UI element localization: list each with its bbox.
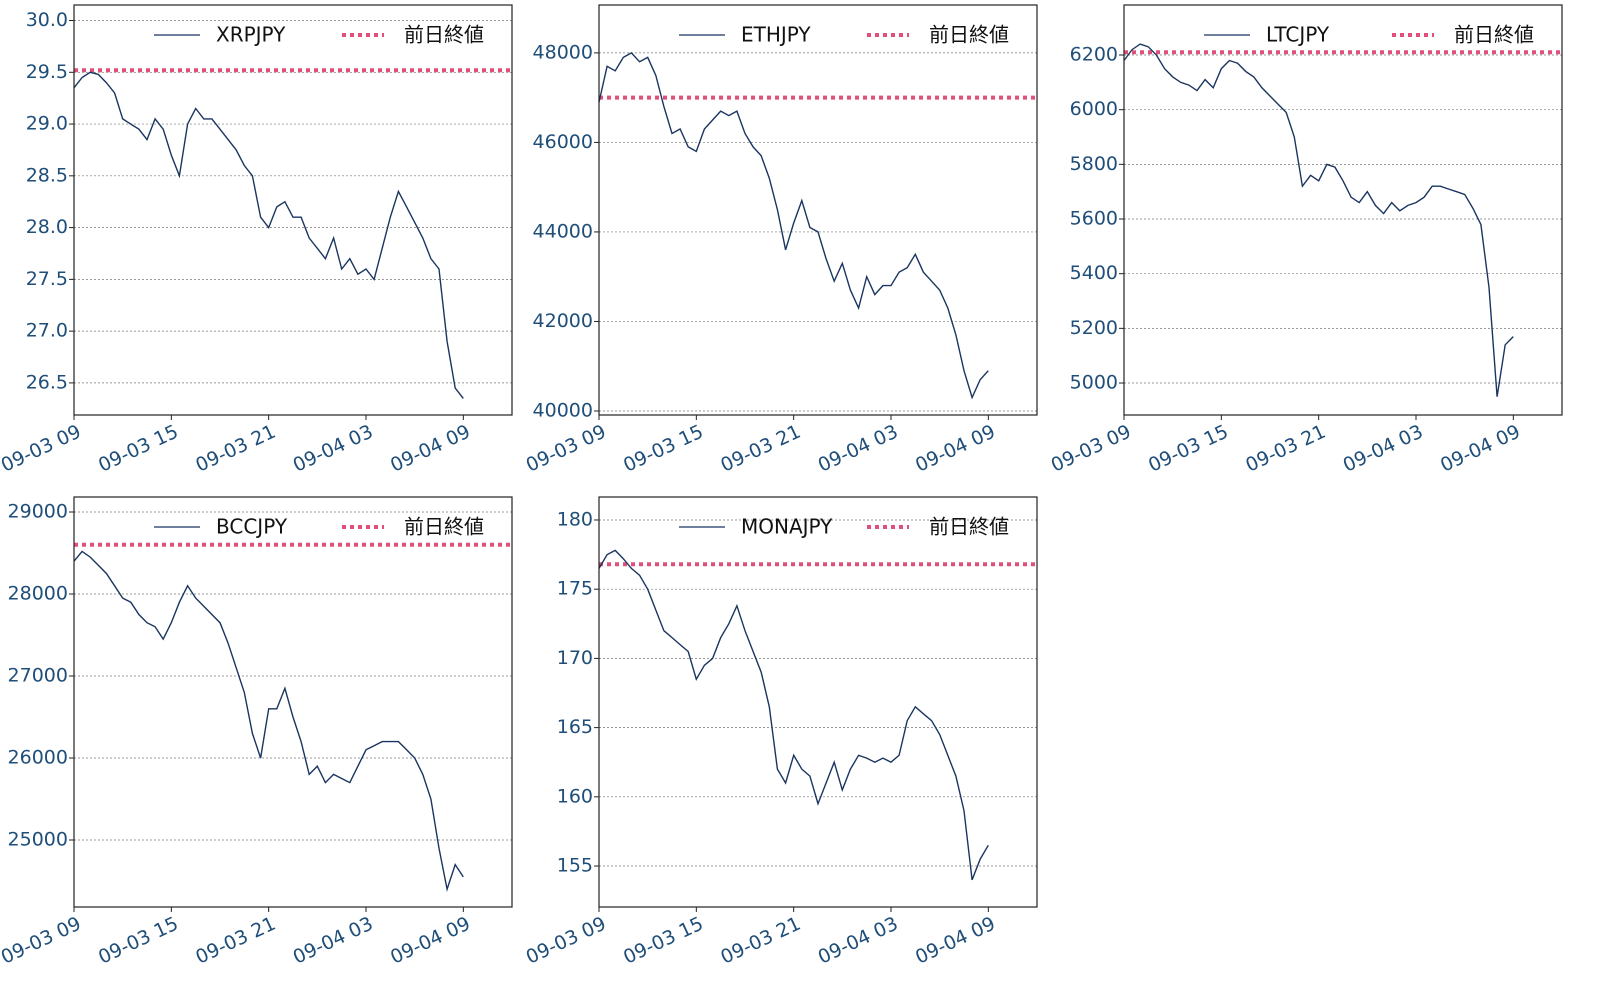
y-tick-label: 5200 [1070,317,1118,339]
x-tick-label: 09-03 09 [1048,421,1135,477]
x-tick-label: 09-03 21 [192,913,279,969]
y-tick-label: 44000 [533,220,593,242]
x-tick-label: 09-04 03 [290,913,377,969]
y-tick-label: 5800 [1070,153,1118,175]
x-tick-label: 09-03 21 [192,421,279,477]
x-tick-label: 09-04 09 [387,913,474,969]
y-tick-label: 5600 [1070,208,1118,230]
y-tick-label: 180 [557,508,593,530]
y-tick-label: 40000 [533,399,593,421]
x-tick-label: 09-03 09 [523,421,610,477]
panel: 26.5 27.0 27.5 28.0 28.5 29.0 29.5 30.0 09-03 09… [0,4,513,477]
y-tick-label: 6200 [1070,44,1118,66]
legend-label: 前日終値 [929,515,1009,539]
x-tick-label: 09-03 15 [95,421,182,477]
legend-label: 前日終値 [929,23,1009,47]
y-tick-label: 175 [557,578,593,600]
y-tick-label: 29000 [8,501,68,523]
x-tick-label: 09-03 09 [0,421,84,477]
y-tick-label: 6000 [1070,98,1118,120]
legend-label: ETHJPY [741,23,811,47]
price-line [73,550,464,892]
x-tick-label: 09-03 09 [523,913,610,969]
y-tick-label: 170 [557,647,593,669]
legend-label: XRPJPY [216,23,286,47]
y-tick-label: 165 [557,716,593,738]
y-tick-label: 25000 [8,829,68,851]
x-tick-label: 09-03 21 [1242,421,1329,477]
legend-label: BCCJPY [216,515,288,539]
x-tick-label: 09-03 15 [95,913,182,969]
legend-label: 前日終値 [404,515,484,539]
y-tick-label: 48000 [533,41,593,63]
y-tick-label: 26000 [8,747,68,769]
plot-frame [73,496,513,908]
y-tick-label: 27.0 [26,320,68,342]
price-line [598,52,989,400]
y-tick-label: 27.5 [26,268,68,290]
plot-frame [598,4,1038,416]
x-tick-label: 09-03 09 [0,913,84,969]
x-tick-label: 09-03 21 [717,913,804,969]
y-tick-label: 29.5 [26,61,68,83]
x-tick-label: 09-04 09 [387,421,474,477]
legend-label: 前日終値 [404,23,484,47]
plot-frame [1123,4,1563,416]
x-tick-label: 09-04 09 [1437,421,1524,477]
x-tick-label: 09-04 09 [912,913,999,969]
legend-label: LTCJPY [1266,23,1330,47]
y-tick-label: 5400 [1070,262,1118,284]
y-tick-label: 26.5 [26,371,68,393]
y-tick-label: 5000 [1070,372,1118,394]
y-tick-label: 42000 [533,310,593,332]
price-line [73,71,464,399]
plot-frame [598,496,1038,908]
x-tick-label: 09-04 03 [815,421,902,477]
y-tick-label: 28.5 [26,164,68,186]
y-tick-label: 30.0 [26,9,68,31]
price-line [598,549,989,881]
y-tick-label: 27000 [8,665,68,687]
legend-label: MONAJPY [741,515,833,539]
x-tick-label: 09-04 09 [912,421,999,477]
panel: 25000 26000 27000 28000 29000 09-03 09 09-03 1… [0,496,513,969]
y-tick-label: 155 [557,855,593,877]
panel: 40000 42000 44000 46000 48000 09-03 09 09-03 1… [523,4,1038,477]
legend-label: 前日終値 [1454,23,1534,47]
y-tick-label: 28.0 [26,216,68,238]
x-tick-label: 09-04 03 [1340,421,1427,477]
x-tick-label: 09-03 15 [1145,421,1232,477]
panel: 155 160 165 170 175 180 09-03 09 09-03 15 09-03 … [523,496,1038,969]
price-line [1123,43,1514,397]
x-tick-label: 09-04 03 [815,913,902,969]
y-tick-label: 28000 [8,583,68,605]
y-tick-label: 29.0 [26,113,68,135]
y-tick-label: 160 [557,785,593,807]
x-tick-label: 09-03 15 [620,421,707,477]
y-tick-label: 46000 [533,131,593,153]
plot-frame [73,4,513,416]
x-tick-label: 09-04 03 [290,421,377,477]
x-tick-label: 09-03 15 [620,913,707,969]
x-tick-label: 09-03 21 [717,421,804,477]
